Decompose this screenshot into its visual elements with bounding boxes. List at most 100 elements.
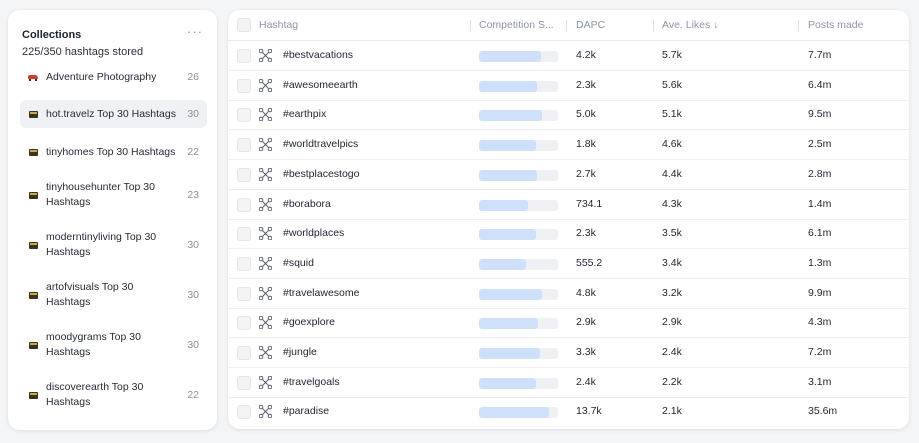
hashtag-cell[interactable]: #awesomeearth [283, 78, 358, 91]
collection-item-label: moderntinyliving Top 30 Hashtags [46, 231, 157, 258]
hashtag-cell[interactable]: #worldplaces [283, 227, 345, 240]
column-divider[interactable] [653, 20, 654, 32]
collection-item[interactable]: Adventure Photography 26 [20, 64, 207, 90]
row-checkbox[interactable] [237, 256, 251, 271]
book-icon [26, 110, 40, 118]
competition-score-bar-fill [479, 288, 543, 300]
competition-score-bar [479, 288, 558, 300]
posts-made-cell: 9.5m [808, 108, 832, 121]
collection-item[interactable]: hot.travelz Top 30 Hashtags 30 [20, 100, 207, 128]
competition-score-bar [479, 258, 558, 270]
column-header-competition[interactable]: Competition S... [479, 19, 554, 31]
row-checkbox[interactable] [237, 167, 251, 182]
table-row[interactable]: #jungle 3.3k 2.4k 7.2m [228, 338, 909, 368]
row-checkbox[interactable] [237, 286, 251, 301]
ave-likes-cell: 3.5k [662, 227, 682, 240]
table-row[interactable]: #worldplaces 2.3k 3.5k 6.1m [228, 219, 909, 250]
ave-likes-cell: 4.3k [662, 197, 682, 210]
dapc-cell: 3.3k [576, 346, 596, 358]
book-icon-glyph [28, 191, 38, 199]
book-icon-glyph [28, 291, 38, 299]
table-row[interactable]: #travelgoals 2.4k 2.2k 3.1m [228, 368, 909, 398]
hashtag-network-icon [259, 197, 272, 211]
hashtag-cell[interactable]: #paradise [283, 405, 330, 418]
dapc-cell: 2.3k [576, 78, 596, 91]
car-icon-glyph [28, 74, 38, 81]
more-horizontal-icon[interactable]: ··· [187, 24, 203, 39]
table-row[interactable]: #travelawesome 4.8k 3.2k 9.9m [228, 279, 909, 309]
book-icon-glyph [28, 110, 38, 118]
table-row[interactable]: #squid 555.2 3.4k 1.3m [228, 249, 909, 279]
collection-item[interactable]: moodygrams Top 30 Hashtags 30 [20, 324, 207, 366]
table-row[interactable]: #bestvacations 4.2k 5.7k 7.7m [228, 41, 909, 71]
collection-item[interactable]: moderntinyliving Top 30 Hashtags 30 [20, 224, 207, 266]
column-header-hashtag[interactable]: Hashtag [259, 19, 299, 31]
hashtag-cell[interactable]: #bestplacestogo [283, 167, 360, 180]
row-checkbox[interactable] [237, 375, 251, 390]
hashtag-cell[interactable]: #bestvacations [283, 49, 354, 61]
ave-likes-cell: 4.6k [662, 138, 682, 151]
book-icon-glyph [28, 241, 38, 249]
row-checkbox[interactable] [237, 316, 251, 331]
hashtag-cell[interactable]: #goexplore [283, 316, 335, 329]
select-all-checkbox[interactable] [237, 18, 251, 32]
hashtag-network-icon [259, 405, 272, 419]
dapc-cell: 2.9k [576, 316, 596, 329]
dapc-cell: 555.2 [576, 256, 603, 269]
row-checkbox[interactable] [237, 138, 251, 153]
competition-score-bar-fill [479, 258, 527, 270]
collection-item[interactable]: artofvisuals Top 30 Hashtags 30 [20, 274, 207, 316]
collection-item[interactable]: tinyhomes Top 30 Hashtags 22 [20, 139, 207, 165]
table-row[interactable]: #goexplore 2.9k 2.9k 4.3m [228, 308, 909, 339]
competition-score-bar [479, 318, 558, 330]
collection-item[interactable]: tinyhousehunter Top 30 Hashtags 23 [20, 174, 207, 216]
row-checkbox[interactable] [237, 108, 251, 123]
table-row[interactable]: #earthpix 5.0k 5.1k 9.5m [228, 100, 909, 131]
row-checkbox[interactable] [237, 346, 251, 360]
hashtag-network-icon [259, 227, 272, 241]
table-row[interactable]: #paradise 13.7k 2.1k 35.6m [228, 397, 909, 427]
hashtag-cell[interactable]: #borabora [283, 197, 331, 210]
posts-made-cell: 2.5m [808, 138, 832, 151]
table-row[interactable]: #bestplacestogo 2.7k 4.4k 2.8m [228, 160, 909, 190]
table-row[interactable]: #borabora 734.1 4.3k 1.4m [228, 190, 909, 220]
hashtag-cell[interactable]: #earthpix [283, 108, 327, 121]
hashtag-cell[interactable]: #jungle [283, 346, 317, 358]
collection-item[interactable]: discoverearth Top 30 Hashtags 22 [20, 374, 207, 416]
table-row[interactable]: #worldtravelpics 1.8k 4.6k 2.5m [228, 130, 909, 161]
column-header-ave-likes[interactable]: Ave. Likes ↓ [662, 19, 719, 31]
book-icon [26, 391, 40, 399]
competition-score-bar-fill [479, 377, 536, 389]
hashtag-table: Hashtag Competition S... DAPC Ave. Likes… [228, 10, 909, 429]
collection-item-label: tinyhousehunter Top 30 Hashtags [46, 181, 155, 208]
posts-made-cell: 6.4m [808, 78, 832, 91]
row-checkbox[interactable] [237, 78, 251, 93]
dapc-cell: 2.4k [576, 375, 596, 388]
hashtag-cell[interactable]: #travelgoals [283, 375, 340, 388]
ave-likes-cell: 2.4k [662, 346, 682, 358]
row-checkbox[interactable] [237, 227, 251, 242]
competition-score-bar-fill [479, 199, 528, 211]
row-checkbox[interactable] [237, 197, 251, 212]
row-checkbox[interactable] [237, 49, 251, 63]
column-divider[interactable] [470, 20, 471, 32]
ave-likes-cell: 2.9k [662, 316, 682, 329]
posts-made-cell: 35.6m [808, 405, 838, 418]
competition-score-bar-fill [479, 348, 540, 359]
column-header-dapc[interactable]: DAPC [576, 19, 606, 31]
hashtag-cell[interactable]: #travelawesome [283, 286, 360, 299]
book-icon [26, 191, 40, 199]
posts-made-cell: 4.3m [808, 316, 832, 329]
column-divider[interactable] [798, 20, 799, 32]
hashtag-cell[interactable]: #squid [283, 256, 314, 269]
column-header-posts-made[interactable]: Posts made [808, 19, 864, 31]
hashtag-network-icon [259, 78, 272, 92]
table-row[interactable]: #awesomeearth 2.3k 5.6k 6.4m [228, 71, 909, 101]
collection-item-count: 22 [187, 389, 199, 401]
book-icon [26, 148, 40, 156]
hashtag-cell[interactable]: #worldtravelpics [283, 138, 359, 151]
column-divider[interactable] [566, 20, 567, 32]
collection-item-label: artofvisuals Top 30 Hashtags [46, 281, 134, 308]
row-checkbox[interactable] [237, 405, 251, 420]
ave-likes-cell: 2.1k [662, 405, 682, 418]
